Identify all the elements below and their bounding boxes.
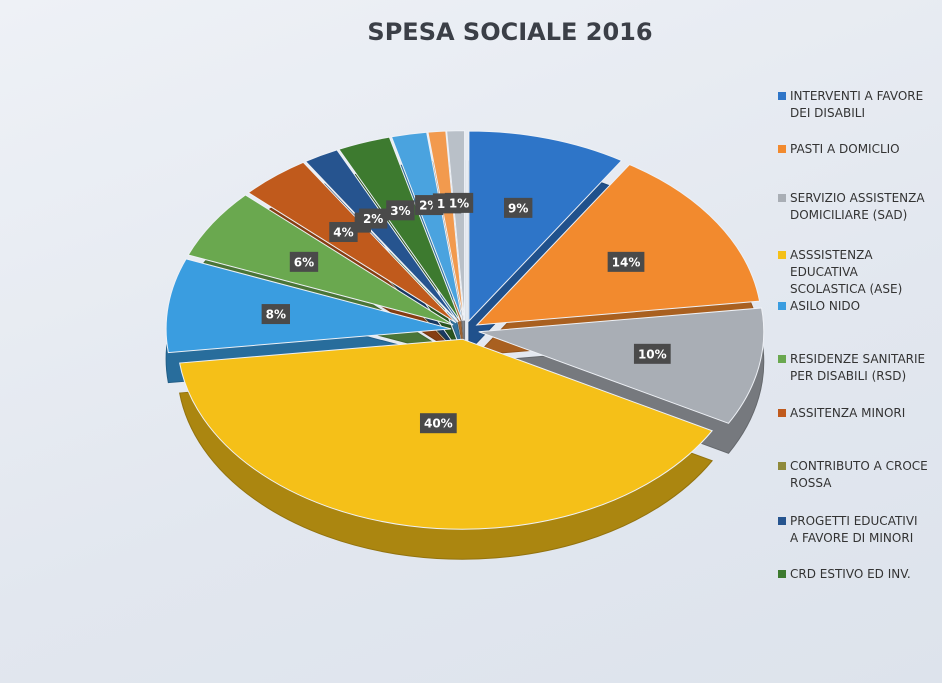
- data-label-text: 4%: [333, 226, 353, 240]
- legend-item: RESIDENZE SANITARIE PER DISABILI (RSD): [778, 351, 928, 385]
- slice: [475, 163, 761, 326]
- data-label-box: [633, 343, 671, 364]
- data-label-box: [444, 192, 474, 213]
- data-label-box: [386, 200, 415, 221]
- legend-swatch: [778, 145, 786, 153]
- legend-text: ASSITENZA MINORI: [790, 406, 906, 420]
- slice: [179, 338, 713, 530]
- data-label: 6%: [289, 251, 319, 272]
- legend-item: CONTRIBUTO A CROCE ROSSA: [778, 458, 928, 492]
- slice: [446, 130, 466, 321]
- data-label-box: [607, 251, 645, 272]
- legend-swatch: [778, 570, 786, 578]
- legend-item: ASSITENZA MINORI: [778, 405, 928, 422]
- legend-swatch: [778, 409, 786, 417]
- data-label-text: 40%: [424, 417, 453, 431]
- slice: [390, 131, 463, 321]
- legend-swatch: [778, 194, 786, 202]
- data-label: 4%: [329, 222, 358, 243]
- slice: [478, 307, 765, 424]
- data-label-text: 14%: [612, 255, 641, 269]
- legend-item: PROGETTI EDUCATIVI A FAVORE DI MINORI: [778, 513, 928, 547]
- slice: [427, 130, 465, 321]
- legend-item: INTERVENTI A FAVORE DEI DISABILI: [778, 88, 928, 122]
- data-label-text: 2%: [363, 212, 383, 226]
- data-label: 2%: [358, 208, 388, 229]
- slice: [187, 194, 454, 326]
- data-label-text: 1%: [449, 196, 469, 210]
- legend-swatch: [778, 302, 786, 310]
- data-label: 40%: [419, 413, 457, 434]
- legend-item: CRD ESTIVO ED INV.: [778, 566, 928, 583]
- legend-text: SERVIZIO ASSISTENZA DOMICILIARE (SAD): [790, 191, 925, 222]
- data-label-box: [329, 222, 358, 243]
- data-label-text: 3%: [390, 204, 410, 218]
- data-label-text: 6%: [294, 255, 314, 269]
- data-label-box: [289, 251, 319, 272]
- data-label: 10%: [633, 343, 671, 364]
- legend-swatch: [778, 92, 786, 100]
- data-label: 1%: [444, 192, 474, 213]
- legend-text: CONTRIBUTO A CROCE ROSSA: [790, 459, 928, 490]
- legend-item: PASTI A DOMICLIO: [778, 141, 928, 158]
- slice: [338, 136, 461, 322]
- data-label-text: 9%: [508, 201, 528, 215]
- legend-text: RESIDENZE SANITARIE PER DISABILI (RSD): [790, 352, 926, 383]
- data-label-text: 10%: [638, 347, 667, 361]
- legend-text: PROGETTI EDUCATIVI A FAVORE DI MINORI: [790, 514, 918, 545]
- chart-title: SPESA SOCIALE 2016: [367, 18, 652, 46]
- legend-swatch: [778, 355, 786, 363]
- legend-swatch: [778, 462, 786, 470]
- legend-item: ASSSISTENZA EDUCATIVA SCOLASTICA (ASE): [778, 247, 928, 298]
- legend-text: ASILO NIDO: [790, 299, 861, 313]
- data-label-text: 8%: [266, 308, 286, 322]
- data-label: 14%: [607, 251, 645, 272]
- slice: [165, 258, 452, 354]
- slice: [304, 161, 458, 323]
- slice: [468, 130, 623, 323]
- legend-text: INTERVENTI A FAVORE DEI DISABILI: [790, 89, 924, 120]
- slice: [304, 149, 459, 323]
- data-label: 3%: [386, 200, 415, 221]
- slice: [247, 161, 457, 324]
- legend-swatch: [778, 251, 786, 259]
- legend-text: ASSSISTENZA EDUCATIVA SCOLASTICA (ASE): [790, 248, 903, 296]
- legend-swatch: [778, 517, 786, 525]
- data-label-box: [261, 304, 290, 325]
- data-label-box: [419, 413, 457, 434]
- data-label: 8%: [261, 304, 290, 325]
- legend-text: PASTI A DOMICLIO: [790, 142, 900, 156]
- legend-item: SERVIZIO ASSISTENZA DOMICILIARE (SAD): [778, 190, 928, 224]
- legend-item: ASILO NIDO: [778, 298, 928, 315]
- data-label: 9%: [504, 197, 533, 218]
- legend-text: CRD ESTIVO ED INV.: [790, 567, 911, 581]
- data-label-box: [504, 197, 533, 218]
- data-label-box: [358, 208, 388, 229]
